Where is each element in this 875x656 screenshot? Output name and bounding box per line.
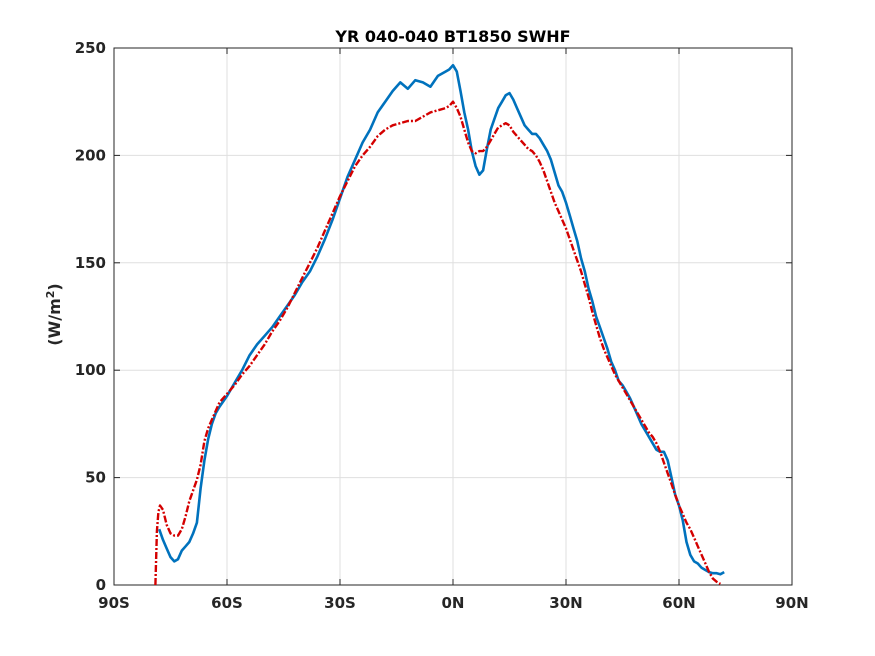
- y-tick-label: 50: [85, 469, 106, 487]
- y-axis-label-main: (W/m: [45, 298, 64, 345]
- y-tick-label: 150: [75, 254, 106, 272]
- y-axis-label: (W/m2): [44, 283, 65, 345]
- x-tick-label: 30N: [549, 594, 582, 612]
- y-axis-label-superscript: 2: [44, 291, 57, 299]
- series-layer: [154, 63, 725, 586]
- x-tick-label: 90N: [775, 594, 808, 612]
- y-tick-label: 100: [75, 361, 106, 379]
- x-tick-label: 60S: [211, 594, 243, 612]
- x-tick-label: 30S: [324, 594, 356, 612]
- chart-title: YR 040-040 BT1850 SWHF: [334, 27, 570, 46]
- x-tick-label: 0N: [442, 594, 465, 612]
- y-tick-label: 250: [75, 39, 106, 57]
- y-tick-label: 0: [96, 576, 106, 594]
- series-line-2: [154, 100, 721, 586]
- y-axis-label-close: ): [45, 283, 64, 290]
- x-tick-label: 90S: [98, 594, 130, 612]
- series-line-1: [157, 63, 725, 576]
- grid: [114, 48, 792, 585]
- y-tick-label: 200: [75, 146, 106, 164]
- x-tick-label: 60N: [662, 594, 695, 612]
- ticks: 90S 60S 30S 0N 30N 60N 90N 0 50 100 150 200 250: [75, 39, 809, 612]
